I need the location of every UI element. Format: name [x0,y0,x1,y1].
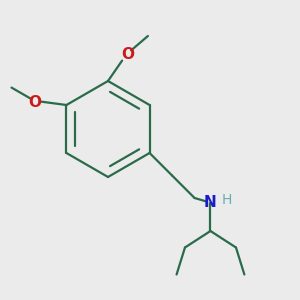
Text: O: O [121,46,134,62]
Text: N: N [204,195,217,210]
Text: H: H [222,193,232,207]
Text: O: O [28,94,41,110]
